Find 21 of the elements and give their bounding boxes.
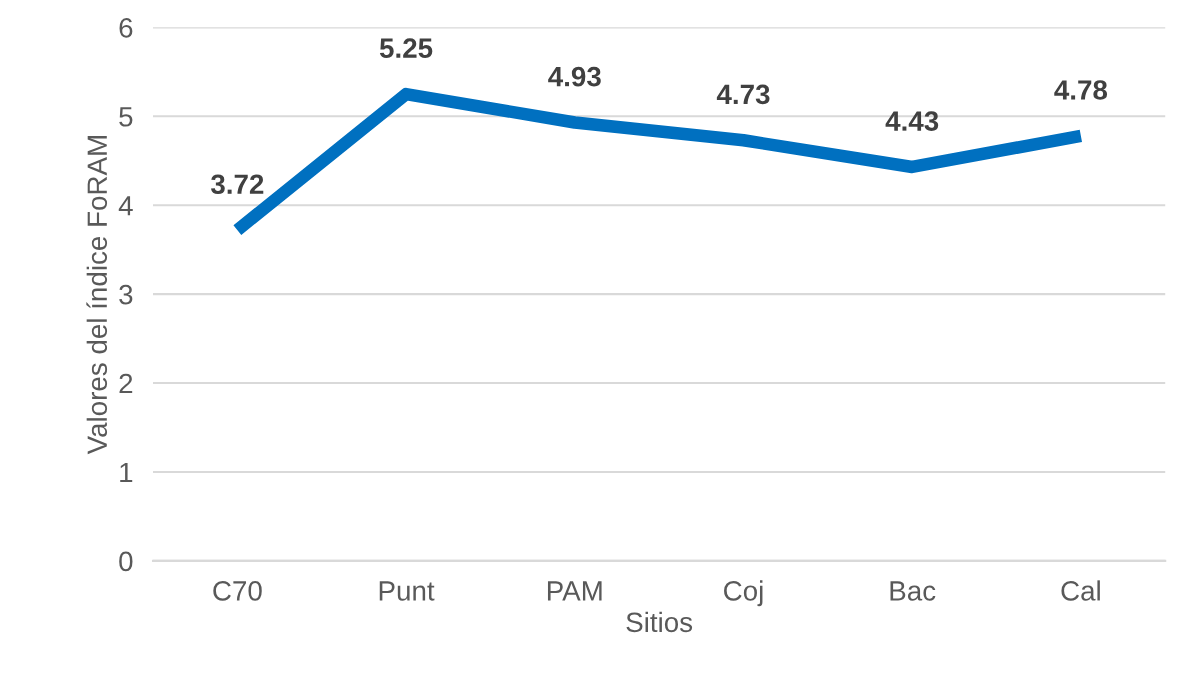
data-label: 4.73 [716,84,770,105]
y-tick-label: 5 [119,107,133,127]
x-tick-label: Cal [1061,580,1100,601]
x-tick-label: Punt [379,581,435,601]
y-tick-label: 6 [119,18,133,38]
data-label: 4.93 [548,66,601,87]
x-tick-label: C70 [213,581,262,601]
x-axis-title: Sitios [626,611,693,633]
y-tick-label: 2 [119,373,133,394]
y-tick-label: 3 [119,284,133,305]
data-label: 4.43 [885,111,939,131]
x-tick-label: Coj [724,580,763,607]
data-label: 5.25 [379,38,433,58]
y-axis-title: Valores del índice FoRAM [86,136,108,455]
x-tick-label: PAM [547,581,602,601]
data-label: 4.78 [1054,80,1108,100]
y-tick-label: 4 [118,196,133,216]
y-tick-label: 0 [119,551,133,572]
y-tick-label: 1 [120,462,133,483]
x-tick-label: Bac [890,581,936,601]
data-label: 3.72 [210,174,264,195]
